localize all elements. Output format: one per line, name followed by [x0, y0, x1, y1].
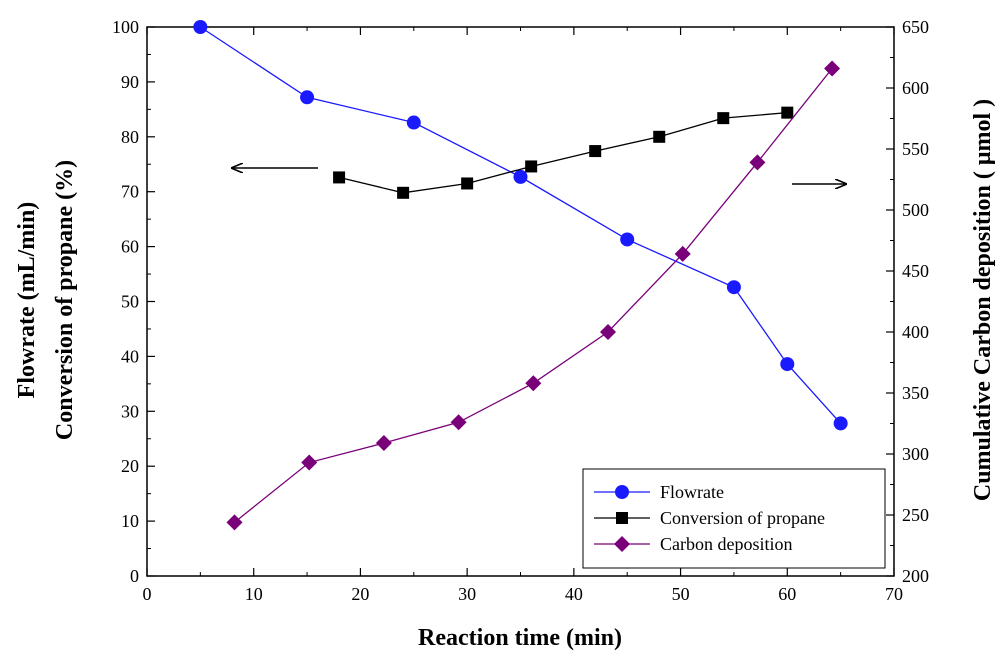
series-conversion-of-propane — [333, 106, 794, 199]
x-axis-ticks: 0 10 20 30 40 50 60 70 — [143, 27, 903, 604]
data-point — [600, 324, 617, 340]
left-y-tick-label: 60 — [121, 237, 139, 257]
series-carbon-deposition — [226, 60, 841, 531]
x-tick-label: 70 — [885, 584, 903, 604]
x-tick-label: 20 — [351, 584, 369, 604]
left-y-tick-label: 90 — [121, 72, 139, 92]
series-line — [338, 111, 788, 194]
data-point — [301, 454, 318, 471]
right-y-tick-label: 400 — [902, 322, 929, 342]
right-y-tick-label: 200 — [902, 566, 929, 586]
right-y-tick-label: 550 — [902, 139, 929, 159]
legend-marker — [614, 536, 630, 552]
right-y-tick-label: 300 — [902, 444, 929, 464]
data-point — [300, 90, 315, 105]
right-y-tick-label: 250 — [902, 505, 929, 525]
legend-marker — [616, 512, 628, 524]
legend-label: Conversion of propane — [660, 508, 825, 528]
legend-label: Carbon deposition — [660, 534, 793, 554]
data-point — [193, 20, 208, 34]
legend-marker — [615, 485, 629, 499]
left-y-tick-label: 0 — [130, 566, 139, 586]
left-y-axis-title-line2: Conversion of propane (%) — [52, 160, 78, 440]
legend-item-conversion: Conversion of propane — [594, 508, 825, 528]
data-point — [525, 375, 542, 392]
data-point — [450, 414, 467, 431]
x-axis-title: Reaction time (min) — [418, 625, 622, 651]
data-point — [749, 154, 766, 171]
data-point — [780, 357, 795, 372]
x-tick-label: 0 — [143, 584, 152, 604]
left-y-tick-label: 10 — [121, 511, 139, 531]
x-tick-label: 60 — [778, 584, 796, 604]
data-point — [674, 245, 691, 262]
data-point — [333, 171, 346, 184]
right-y-tick-label: 650 — [902, 17, 929, 37]
left-y-tick-label: 30 — [121, 401, 139, 421]
data-point — [525, 160, 538, 173]
data-point — [406, 115, 421, 130]
series-line — [199, 26, 842, 424]
right-y-tick-label: 350 — [902, 383, 929, 403]
legend: Flowrate Conversion of propane Carbon de… — [582, 468, 886, 569]
x-tick-label: 10 — [245, 584, 263, 604]
legend-item-flowrate: Flowrate — [594, 482, 724, 502]
right-y-tick-label: 500 — [902, 200, 929, 220]
data-point — [226, 514, 243, 531]
data-point — [653, 130, 666, 143]
right-y-tick-label: 450 — [902, 261, 929, 281]
data-point — [589, 145, 602, 158]
data-point — [824, 60, 841, 77]
right-y-axis-ticks: 200 250 300 350 400 450 500 550 600 650 — [886, 17, 929, 586]
series-flowrate — [193, 20, 848, 431]
data-point — [375, 435, 392, 452]
left-y-tick-label: 70 — [121, 182, 139, 202]
data-point — [717, 112, 730, 125]
data-point — [833, 416, 848, 431]
left-y-tick-label: 20 — [121, 456, 139, 476]
left-y-axis-ticks: 0 10 20 30 40 50 60 70 80 90 100 — [112, 17, 155, 586]
data-point — [726, 280, 741, 295]
x-tick-label: 30 — [458, 584, 476, 604]
right-y-tick-label: 600 — [902, 78, 929, 98]
right-y-axis-title: Cumulative Carbon deposition ( μmol ) — [970, 99, 996, 501]
legend-item-carbon: Carbon deposition — [594, 534, 793, 554]
left-y-tick-label: 80 — [121, 127, 139, 147]
left-y-tick-label: 40 — [121, 346, 139, 366]
data-point — [513, 169, 528, 184]
left-y-tick-label: 100 — [112, 17, 139, 37]
data-point — [461, 177, 474, 190]
left-y-axis-title-line1: Flowrate (mL/min) — [14, 202, 40, 399]
data-point — [397, 186, 410, 199]
series-line — [234, 68, 833, 523]
legend-label: Flowrate — [660, 482, 724, 502]
data-point — [781, 106, 794, 119]
data-point — [620, 232, 635, 247]
left-y-tick-label: 50 — [121, 292, 139, 312]
x-tick-label: 40 — [565, 584, 583, 604]
x-tick-label: 50 — [672, 584, 690, 604]
series-layer — [193, 20, 848, 531]
